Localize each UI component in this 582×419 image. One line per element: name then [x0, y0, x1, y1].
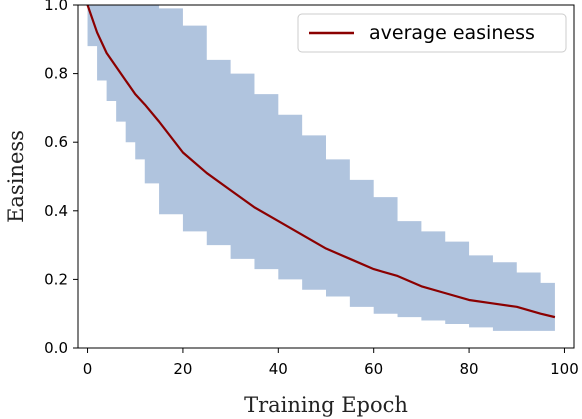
x-tick-label: 0: [83, 360, 93, 378]
y-tick-label: 0.4: [44, 202, 68, 220]
x-tick-label: 40: [269, 360, 288, 378]
y-tick-label: 0.6: [44, 133, 68, 151]
y-tick-label: 0.0: [44, 339, 68, 357]
legend-box: [297, 13, 567, 53]
axes: 0 20 40 60 80 100 0.0 0.2 0.4 0.6 0.8 1.0: [44, 0, 579, 378]
average-easiness-line: [86, 4, 556, 319]
x-tick-label: 20: [173, 360, 192, 378]
x-axis-label: Training Epoch: [244, 393, 408, 417]
plot-area: [86, 4, 556, 331]
y-tick-label: 1.0: [44, 0, 68, 14]
x-tick-label: 60: [364, 360, 383, 378]
y-tick-label: 0.8: [44, 65, 68, 83]
x-tick-label: 80: [460, 360, 479, 378]
legend-label: average easiness: [369, 22, 535, 44]
legend: average easiness: [297, 13, 567, 53]
x-tick-label: 100: [550, 360, 579, 378]
plot-frame: [77, 4, 575, 349]
y-axis-label: Easiness: [4, 130, 28, 223]
y-tick-label: 0.2: [44, 270, 68, 288]
spread-band: [87, 5, 555, 331]
